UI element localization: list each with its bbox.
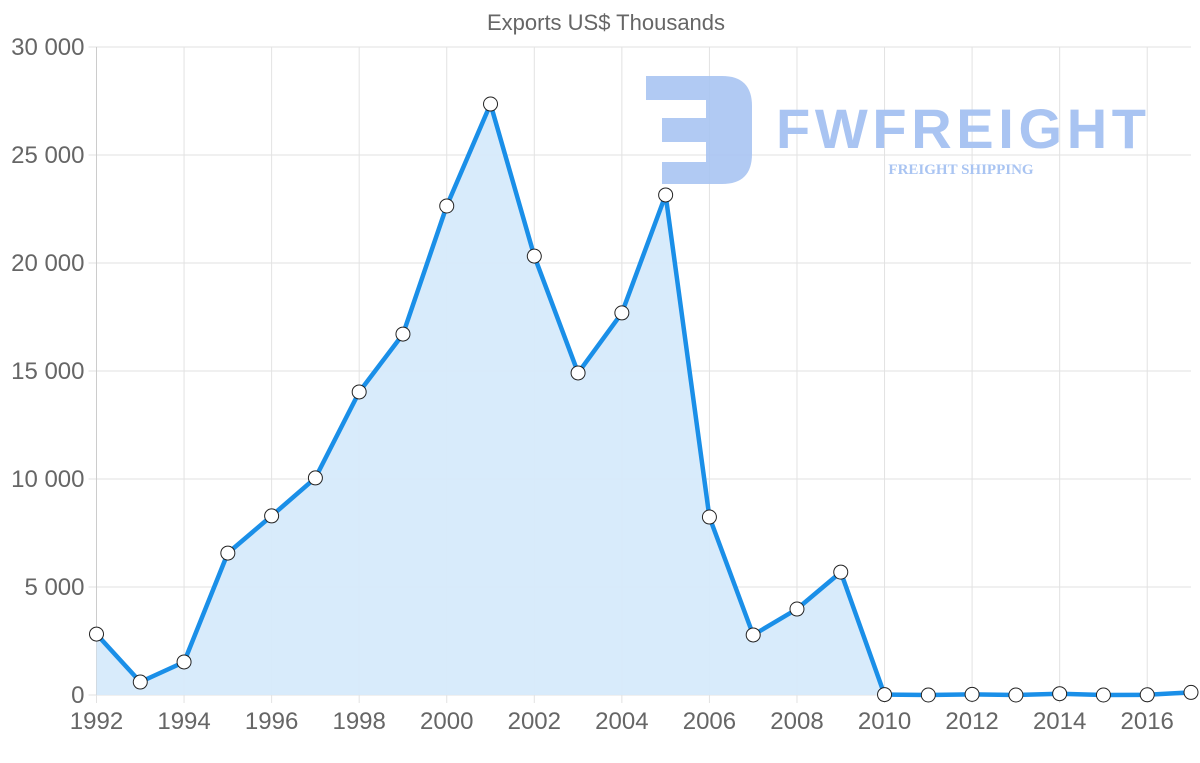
x-tick-label: 1994: [157, 708, 210, 735]
data-point[interactable]: [1139, 687, 1155, 703]
fwfreight-watermark: FWFREIGHT FREIGHT SHIPPING: [646, 76, 1146, 184]
watermark-brand: FWFREIGHT: [776, 97, 1146, 160]
data-point[interactable]: [526, 248, 542, 264]
data-point[interactable]: [789, 601, 805, 617]
data-point[interactable]: [439, 198, 455, 214]
x-axis: 1992 1994 1996 1998 2000 2002 2004 2006 2008 2010…: [70, 708, 1174, 735]
x-tick-label: 1996: [245, 708, 298, 735]
data-point[interactable]: [920, 687, 936, 703]
x-tick-label: 2016: [1121, 708, 1174, 735]
x-tick-label: 2010: [858, 708, 911, 735]
y-tick-label: 0: [71, 682, 84, 709]
data-point[interactable]: [570, 365, 586, 381]
y-tick-label: 15 000: [11, 358, 84, 385]
y-tick-label: 25 000: [11, 142, 84, 169]
data-point[interactable]: [964, 686, 980, 702]
x-tick-label: 2006: [683, 708, 736, 735]
data-point[interactable]: [1095, 687, 1111, 703]
x-tick-label: 1998: [332, 708, 385, 735]
x-tick-label: 2002: [508, 708, 561, 735]
data-point[interactable]: [614, 305, 630, 321]
x-tick-label: 2008: [770, 708, 823, 735]
data-point[interactable]: [701, 509, 717, 525]
y-tick-label: 5 000: [24, 574, 84, 601]
x-tick-label: 2012: [945, 708, 998, 735]
y-axis: 0 5 000 10 000 15 000 20 000 25 000 30 000: [11, 34, 84, 709]
watermark-tagline: FREIGHT SHIPPING: [888, 162, 1033, 178]
data-point[interactable]: [220, 545, 236, 561]
x-tick-label: 2014: [1033, 708, 1086, 735]
series-area: [96, 104, 1191, 695]
chart-title: Exports US$ Thousands: [487, 10, 725, 35]
data-point[interactable]: [658, 187, 674, 203]
x-tick-label: 2004: [595, 708, 648, 735]
data-point[interactable]: [483, 96, 499, 112]
logo-mark-icon: [646, 76, 752, 184]
data-point[interactable]: [833, 564, 849, 580]
data-point[interactable]: [1183, 684, 1199, 700]
data-point[interactable]: [89, 626, 104, 642]
data-point[interactable]: [395, 326, 411, 342]
y-tick-label: 30 000: [11, 34, 84, 61]
data-point[interactable]: [745, 627, 761, 643]
data-point[interactable]: [264, 508, 280, 524]
data-point[interactable]: [307, 470, 323, 486]
x-tick-label: 2000: [420, 708, 473, 735]
data-point[interactable]: [176, 654, 192, 670]
data-point[interactable]: [351, 384, 367, 400]
data-point[interactable]: [132, 674, 148, 690]
x-tick-label: 1992: [70, 708, 123, 735]
data-point[interactable]: [1008, 687, 1024, 703]
data-point[interactable]: [1052, 686, 1068, 702]
y-tick-label: 20 000: [11, 250, 84, 277]
data-point[interactable]: [877, 687, 893, 703]
y-tick-label: 10 000: [11, 466, 84, 493]
plot-area: [89, 96, 1199, 703]
